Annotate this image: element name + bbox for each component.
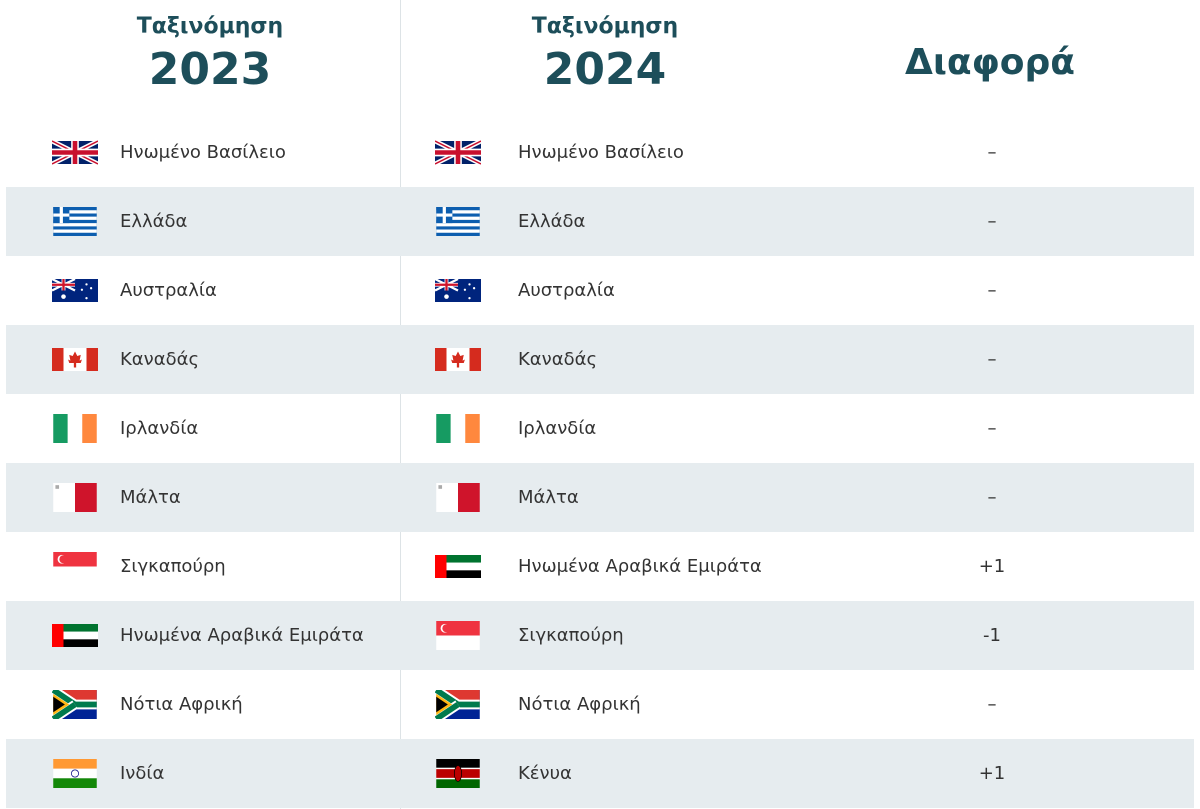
table-row: Νότια Αφρική Νότια Αφρική – [6, 670, 1194, 739]
rank-difference: -1 [983, 625, 1001, 646]
column-label: Διαφορά [904, 42, 1075, 83]
flag-icon [52, 138, 98, 167]
rank-difference: – [987, 211, 997, 232]
country-2024: Ελλάδα [518, 211, 586, 232]
country-2024: Μάλτα [518, 487, 579, 508]
column-divider [400, 0, 401, 809]
table-row: Ιρλανδία Ιρλανδία – [6, 394, 1194, 463]
column-label: Ταξινόμηση [531, 14, 679, 39]
country-2024: Ιρλανδία [518, 418, 597, 439]
table-row: Σιγκαπούρη Ηνωμένα Αραβικά Εμιράτα +1 [6, 532, 1194, 601]
table-row: Ηνωμένα Αραβικά Εμιράτα Σιγκαπούρη -1 [6, 601, 1194, 670]
country-2023: Νότια Αφρική [120, 694, 243, 715]
country-2024: Ηνωμένα Αραβικά Εμιράτα [518, 556, 762, 577]
country-2023: Σιγκαπούρη [120, 556, 226, 577]
country-2024: Κένυα [518, 763, 572, 784]
flag-icon [436, 414, 480, 443]
rank-difference: – [987, 487, 997, 508]
table-row: Ελλάδα Ελλάδα – [6, 187, 1194, 256]
column-year: 2024 [543, 44, 667, 95]
country-2023: Μάλτα [120, 487, 181, 508]
country-2023: Καναδάς [120, 349, 200, 370]
flag-icon [52, 348, 98, 371]
country-2024: Ηνωμένο Βασίλειο [518, 142, 684, 163]
country-2023: Ηνωμένο Βασίλειο [120, 142, 286, 163]
table-row: Ινδία Κένυα +1 [6, 739, 1194, 808]
column-year: 2023 [148, 44, 272, 95]
rank-difference: – [987, 280, 997, 301]
country-2024: Καναδάς [518, 349, 598, 370]
country-2023: Ιρλανδία [120, 418, 199, 439]
country-2023: Ηνωμένα Αραβικά Εμιράτα [120, 625, 364, 646]
flag-icon [435, 690, 481, 719]
flag-icon [53, 552, 97, 581]
country-2024: Αυστραλία [518, 280, 615, 301]
table-row: Αυστραλία Αυστραλία – [6, 256, 1194, 325]
flag-icon [435, 555, 481, 578]
table-row: Καναδάς Καναδάς – [6, 325, 1194, 394]
flag-icon [52, 207, 98, 236]
column-label: Ταξινόμηση [136, 14, 284, 39]
rank-difference: – [987, 349, 997, 370]
flag-icon [436, 621, 480, 650]
country-2023: Ελλάδα [120, 211, 188, 232]
table-row: Μάλτα Μάλτα – [6, 463, 1194, 532]
flag-icon [52, 624, 98, 647]
flag-icon [435, 138, 481, 167]
country-2023: Ινδία [120, 763, 165, 784]
rank-difference: +1 [978, 763, 1006, 784]
flag-icon [435, 276, 481, 305]
flag-icon [52, 759, 98, 788]
rank-difference: – [987, 142, 997, 163]
flag-icon [435, 759, 481, 788]
flag-icon [52, 276, 98, 305]
country-2023: Αυστραλία [120, 280, 217, 301]
country-2024: Σιγκαπούρη [518, 625, 624, 646]
rank-difference: +1 [978, 556, 1006, 577]
flag-icon [53, 483, 97, 512]
country-2024: Νότια Αφρική [518, 694, 641, 715]
rank-difference: – [987, 694, 997, 715]
table-row: Ηνωμένο Βασίλειο Ηνωμένο Βασίλειο – [6, 118, 1194, 187]
rank-difference: – [987, 418, 997, 439]
flag-icon [435, 207, 481, 236]
flag-icon [435, 348, 481, 371]
flag-icon [52, 690, 98, 719]
flag-icon [53, 414, 97, 443]
flag-icon [436, 483, 480, 512]
